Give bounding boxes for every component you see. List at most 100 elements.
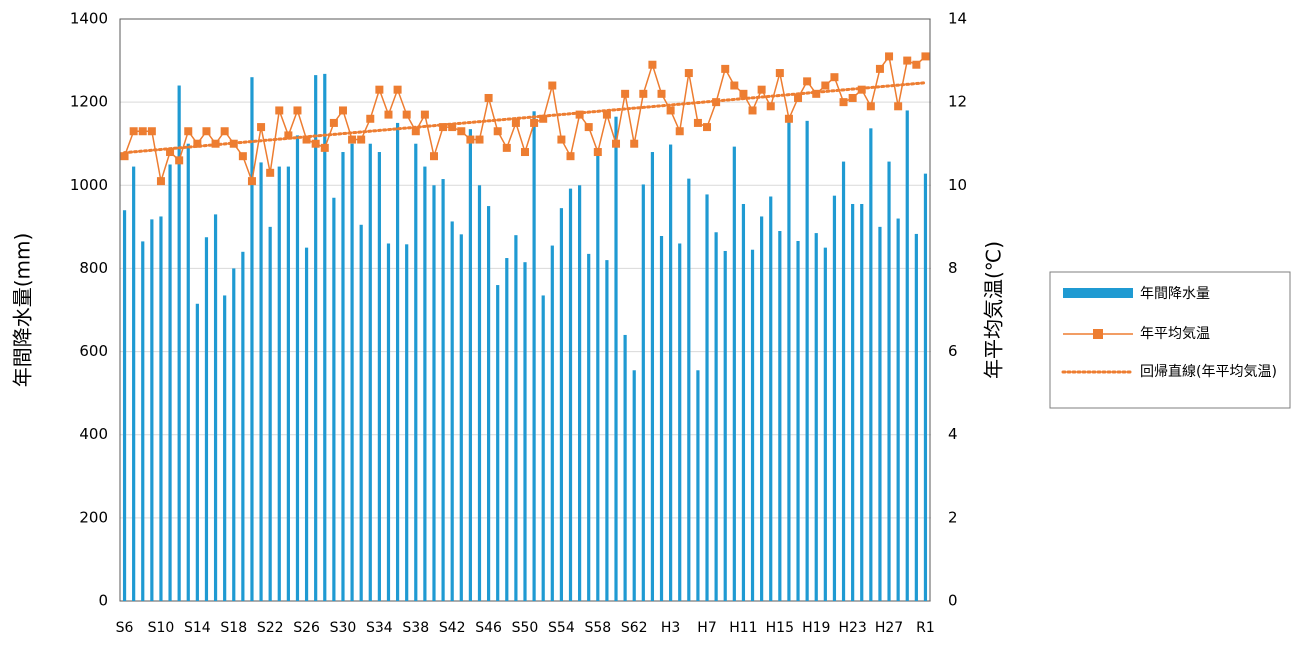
x-tick-label: H19 (802, 620, 830, 636)
bar (541, 295, 545, 601)
temp-marker (612, 139, 621, 148)
temp-marker (202, 127, 211, 136)
legend-label: 回帰直線(年平均気温) (1140, 363, 1277, 380)
temp-marker (275, 106, 284, 115)
bar (687, 178, 691, 602)
temp-marker (684, 69, 693, 78)
bar (195, 303, 199, 601)
temp-marker (794, 93, 803, 102)
temp-marker (156, 177, 165, 186)
temp-marker (903, 56, 912, 65)
y2-tick-label: 14 (948, 10, 967, 28)
temp-marker (420, 110, 429, 119)
bar (596, 147, 600, 601)
bar (723, 250, 727, 601)
temp-marker (675, 127, 684, 136)
temp-marker (812, 89, 821, 98)
temp-marker (593, 148, 602, 157)
x-tick-label: S42 (439, 620, 466, 636)
bar (760, 216, 764, 601)
temp-marker (885, 52, 894, 61)
temp-marker (166, 148, 175, 157)
bar (641, 184, 645, 601)
temp-marker (402, 110, 411, 119)
x-tick-label: S6 (116, 620, 134, 636)
temp-marker (748, 106, 757, 115)
x-tick-label: S46 (475, 620, 502, 636)
x-tick-label: S38 (402, 620, 429, 636)
bar (304, 247, 309, 601)
x-tick-label: H23 (838, 620, 866, 636)
temp-marker (821, 81, 830, 90)
temp-marker (730, 81, 739, 90)
temp-marker (238, 152, 247, 161)
y2-tick-label: 6 (948, 342, 958, 360)
temp-marker (466, 135, 475, 144)
x-tick-label: S54 (548, 620, 575, 636)
temp-marker (830, 73, 839, 82)
temp-marker (429, 152, 438, 161)
bar (259, 162, 263, 601)
bar (732, 146, 736, 602)
temp-marker (657, 89, 666, 98)
bar (823, 247, 827, 601)
bar (632, 370, 636, 601)
temp-marker (721, 64, 730, 73)
bar (186, 143, 190, 601)
bar (386, 243, 391, 601)
bar (477, 185, 482, 602)
bar (532, 111, 536, 601)
y2-tick-label: 8 (948, 259, 958, 277)
temp-marker (293, 106, 302, 115)
y2-tick-label: 12 (948, 93, 967, 111)
temp-marker (803, 77, 812, 86)
temp-marker (848, 93, 857, 102)
bar (869, 128, 873, 601)
temp-marker (775, 69, 784, 78)
temp-marker (712, 98, 721, 107)
bar (350, 143, 354, 601)
y2-tick-label: 10 (948, 176, 967, 194)
bar (587, 253, 591, 601)
y-tick-label: 400 (79, 425, 108, 443)
bar (659, 236, 664, 601)
bar (414, 143, 418, 601)
temp-marker (311, 139, 320, 148)
bar (559, 208, 564, 601)
temp-marker (439, 123, 448, 132)
temp-marker (338, 106, 347, 115)
temp-marker (247, 177, 256, 186)
temp-marker (912, 60, 921, 69)
x-tick-label: S10 (148, 620, 175, 636)
bar (359, 224, 363, 601)
bar (923, 173, 928, 601)
y2-axis-title: 年平均気温(℃) (982, 241, 1006, 379)
bar (878, 226, 882, 601)
bar (459, 234, 463, 601)
y-tick-label: 200 (79, 508, 108, 526)
x-tick-label: S30 (330, 620, 357, 636)
bar (896, 218, 900, 602)
bar (796, 240, 800, 601)
temp-marker (329, 118, 338, 127)
y2-tick-label: 2 (948, 508, 958, 526)
legend-swatch (1063, 288, 1133, 298)
x-tick-label: R1 (916, 620, 935, 636)
bar (122, 210, 127, 601)
y-tick-label: 800 (79, 259, 108, 277)
temp-marker (138, 127, 147, 136)
bar (605, 260, 609, 601)
x-tick-label: H27 (875, 620, 903, 636)
temp-marker (757, 85, 766, 94)
x-tick-label: S18 (220, 620, 247, 636)
bar (341, 152, 345, 601)
temp-marker (839, 98, 848, 107)
temp-marker (502, 143, 511, 152)
temp-marker (894, 102, 903, 111)
legend-label: 年平均気温 (1140, 326, 1210, 342)
temp-marker (739, 89, 748, 98)
legend-swatch (1093, 329, 1103, 339)
x-tick-label: S14 (184, 620, 211, 636)
bar (841, 161, 846, 601)
temp-marker (666, 106, 675, 115)
